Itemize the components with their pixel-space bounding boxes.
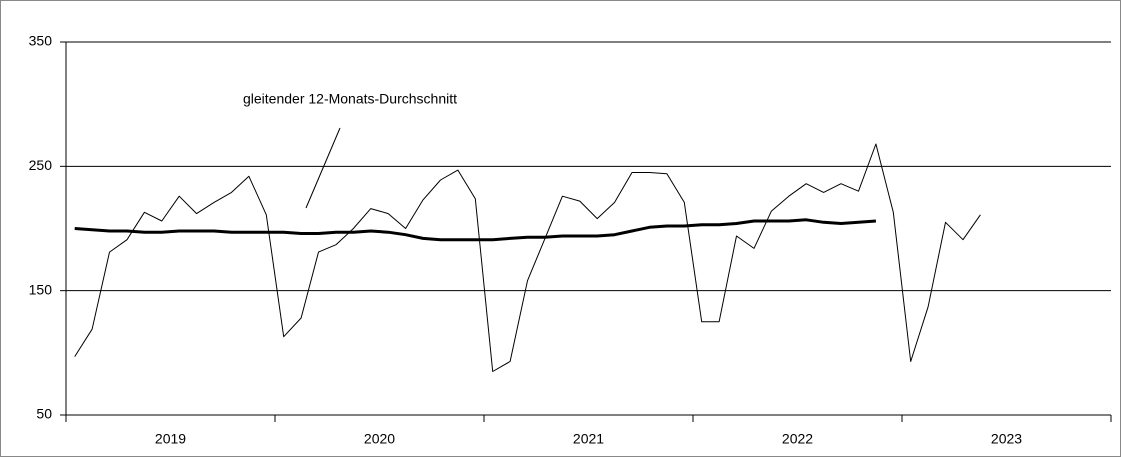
series-line [74, 143, 981, 372]
series-line [74, 218, 877, 242]
y-tick-label: 150 [29, 281, 53, 297]
x-tick-label: 2022 [782, 431, 813, 447]
x-tick-label: 2020 [364, 431, 395, 447]
x-tick-label: 2021 [573, 431, 604, 447]
annotation: gleitender 12-Monats-Durchschnitt [243, 91, 457, 107]
y-tick-label: 50 [36, 406, 52, 422]
annotation-leader [305, 127, 341, 209]
y-tick-label: 250 [29, 157, 53, 173]
y-tick-label: 350 [29, 33, 53, 49]
x-tick-label: 2019 [155, 431, 186, 447]
x-tick-label: 2023 [991, 431, 1022, 447]
